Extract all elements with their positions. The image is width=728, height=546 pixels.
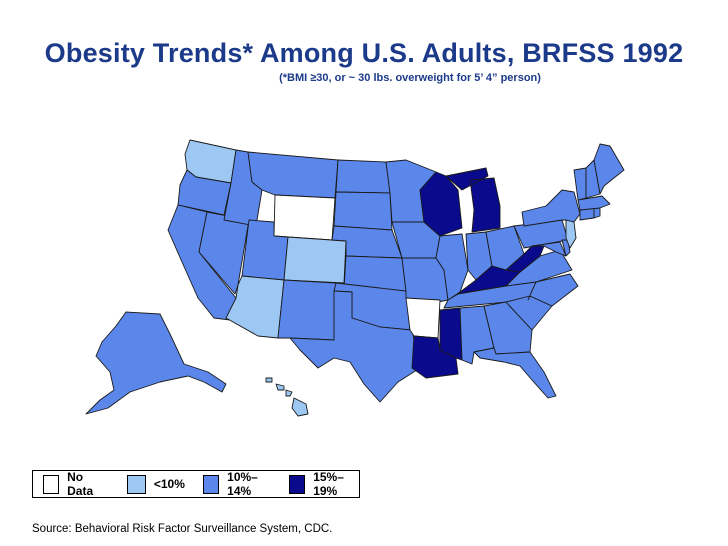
page-subtitle: (*BMI ≥30, or ~ 30 lbs. overweight for 5… bbox=[0, 72, 728, 84]
state-la[interactable] bbox=[411, 335, 459, 379]
state-ri[interactable] bbox=[593, 207, 601, 219]
legend-item-lt10: <10% bbox=[117, 471, 185, 497]
map-legend: No Data <10% 10%–14% 15%–19% bbox=[32, 470, 360, 498]
legend-item-no-data: No Data bbox=[33, 470, 105, 498]
state-vt[interactable] bbox=[573, 167, 587, 201]
legend-item-10-14: 10%–14% bbox=[193, 470, 273, 498]
state-tx[interactable] bbox=[289, 290, 421, 403]
legend-label: <10% bbox=[153, 477, 185, 491]
state-ar[interactable] bbox=[405, 297, 441, 339]
state-wi[interactable] bbox=[419, 171, 463, 237]
legend-label: No Data bbox=[67, 470, 94, 498]
subtitle-text: (*BMI ≥30, or ~ 30 lbs. overweight for 5… bbox=[279, 72, 541, 84]
legend-swatch bbox=[288, 474, 306, 494]
legend-swatch bbox=[202, 474, 220, 494]
state-wy[interactable] bbox=[273, 194, 336, 241]
state-hi[interactable] bbox=[265, 377, 309, 417]
state-co[interactable] bbox=[283, 236, 347, 284]
state-sd[interactable] bbox=[333, 191, 393, 231]
state-ny[interactable] bbox=[521, 189, 581, 227]
legend-swatch bbox=[126, 474, 146, 494]
state-ak[interactable] bbox=[85, 311, 227, 415]
legend-swatch bbox=[43, 474, 60, 494]
legend-label: 10%–14% bbox=[227, 470, 258, 498]
state-me[interactable] bbox=[593, 143, 625, 195]
state-nm[interactable] bbox=[277, 279, 337, 341]
state-md[interactable] bbox=[531, 241, 567, 257]
state-fl[interactable] bbox=[473, 347, 557, 399]
page-title: Obesity Trends* Among U.S. Adults, BRFSS… bbox=[44, 38, 684, 68]
state-mi[interactable] bbox=[445, 167, 501, 233]
state-ma[interactable] bbox=[577, 195, 611, 211]
state-nd[interactable] bbox=[335, 159, 391, 194]
legend-label: 15%–19% bbox=[313, 470, 344, 498]
source-note: Source: Behavioral Risk Factor Surveilla… bbox=[32, 523, 333, 535]
state-ms[interactable] bbox=[439, 307, 463, 361]
legend-item-15-19: 15%–19% bbox=[279, 470, 359, 498]
